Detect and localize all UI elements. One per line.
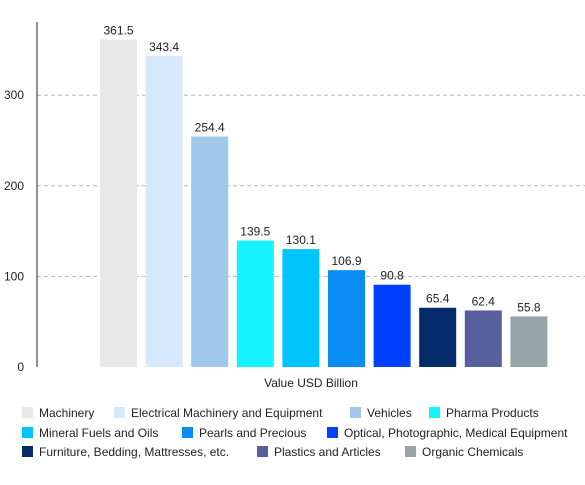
bars [100,39,548,368]
bar [282,249,320,367]
data-label: 361.5 [103,23,133,37]
bar [145,55,183,367]
data-label: 62.4 [472,294,496,308]
bar [419,307,457,367]
legend-swatch [350,407,361,418]
value-labels: 361.5 343.4 254.4 139.5 130.1 106.9 90.8 65.4 62… [103,23,540,314]
y-tick-label: 200 [4,179,24,193]
legend-label: Organic Chemicals [422,445,523,459]
legend-swatch [22,427,33,438]
legend-swatch [405,446,416,457]
bar [510,316,548,367]
y-tick-label: 100 [4,269,24,283]
legend-swatch [182,427,193,438]
data-label: 139.5 [240,225,270,239]
y-axis-ticks: 0 100 200 300 [4,88,24,374]
y-tick-label: 0 [17,360,24,374]
bar [191,136,229,367]
legend-label: Plastics and Articles [274,445,381,459]
legend-swatch [114,407,125,418]
legend-item: Electrical Machinery and Equipment [114,406,323,420]
legend-label: Pharma Products [446,406,539,420]
data-label: 343.4 [149,40,179,54]
legend-swatch [327,427,338,438]
data-label: 65.4 [426,292,450,306]
legend: Machinery Electrical Machinery and Equipm… [22,406,568,459]
bar [464,310,502,367]
legend-item: Machinery [22,406,94,420]
legend-label: Machinery [39,406,94,420]
legend-swatch [257,446,268,457]
data-label: 106.9 [331,254,361,268]
legend-item: Mineral Fuels and Oils [22,426,158,440]
legend-swatch [22,446,33,457]
legend-label: Vehicles [367,406,412,420]
legend-label: Electrical Machinery and Equipment [131,406,323,420]
legend-label: Optical, Photographic, Medical Equipment [344,426,568,440]
data-label: 130.1 [286,233,316,247]
legend-item: Optical, Photographic, Medical Equipment [327,426,568,440]
legend-item: Organic Chemicals [405,445,523,459]
y-tick-label: 300 [4,88,24,102]
legend-item: Pharma Products [429,406,539,420]
bar [236,240,274,367]
legend-swatch [22,407,33,418]
legend-swatch [429,407,440,418]
data-label: 55.8 [517,300,541,314]
legend-item: Plastics and Articles [257,445,381,459]
bar [373,284,411,367]
legend-item: Pearls and Precious [182,426,306,440]
legend-item: Furniture, Bedding, Mattresses, etc. [22,445,229,459]
legend-label: Furniture, Bedding, Mattresses, etc. [39,445,229,459]
legend-label: Mineral Fuels and Oils [39,426,158,440]
data-label: 254.4 [195,121,225,135]
bar [328,270,365,367]
data-label: 90.8 [380,269,404,283]
legend-item: Vehicles [350,406,412,420]
bar [100,39,137,368]
x-axis-title: Value USD Billion [264,376,358,390]
legend-label: Pearls and Precious [199,426,306,440]
